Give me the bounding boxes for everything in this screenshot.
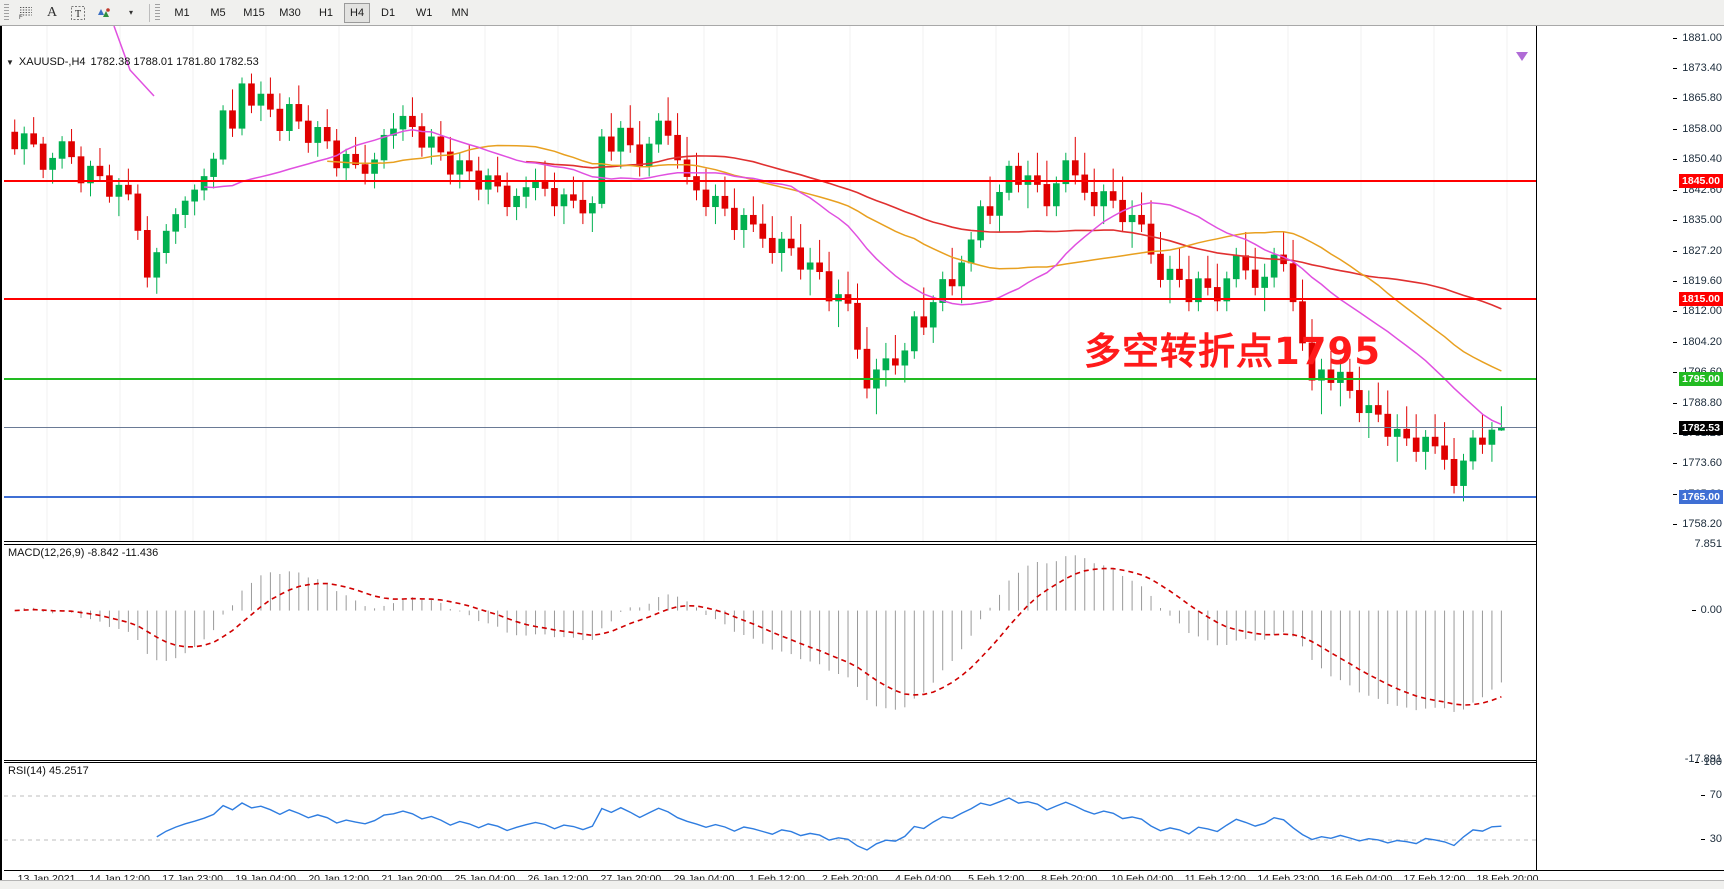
timeframe-m1[interactable]: M1 — [174, 6, 190, 19]
price-tick: 1881.00 — [1673, 32, 1722, 44]
symbol-ohlc: 1782.38 1788.01 1781.80 1782.53 — [90, 56, 259, 68]
rsi-tick: 30 — [1700, 833, 1722, 845]
symbol-header: ▼ XAUUSD-,H4 1782.38 1788.01 1781.80 178… — [6, 56, 259, 68]
symbol-name: XAUUSD-,H4 — [18, 56, 86, 68]
tick-dash — [1673, 37, 1678, 39]
chart-annotation: 多空转折点1795 — [1084, 330, 1381, 373]
macd-tick: -17.891 — [1684, 753, 1722, 765]
macd-tick: 7.851 — [1694, 538, 1722, 550]
timeframe-d1[interactable]: D1 — [381, 6, 396, 19]
price-tick: 1812.00 — [1673, 305, 1722, 317]
chart-top-marker — [1516, 52, 1528, 61]
tick-dash — [1673, 220, 1678, 222]
price-tick: 1865.80 — [1673, 92, 1722, 104]
timeframe-m15[interactable]: M15 — [243, 6, 265, 19]
tick-dash — [1691, 609, 1696, 611]
level-line-resistance-1815[interactable] — [4, 298, 1536, 301]
tick-dash — [1673, 342, 1678, 344]
tick-dash — [1673, 403, 1678, 405]
level-line-pivot-1795[interactable] — [4, 377, 1536, 380]
tick-dash — [1673, 372, 1678, 374]
macd-pane[interactable] — [4, 544, 1536, 761]
chart-frame[interactable]: ▼ XAUUSD-,H4 1782.38 1788.01 1781.80 178… — [0, 26, 1724, 889]
macd-plot — [14, 555, 1502, 712]
macd-label: MACD(12,26,9) -8.842 -11.436 — [8, 547, 159, 559]
price-tick: 1819.60 — [1673, 275, 1722, 287]
tick-dash — [1673, 98, 1678, 100]
rsi-plot — [4, 795, 1538, 851]
toolbar-grip[interactable] — [4, 3, 9, 22]
price-candles — [11, 26, 1508, 541]
tick-dash — [1673, 281, 1678, 283]
price-tick: 1835.00 — [1673, 214, 1722, 226]
rsi-pane[interactable] — [4, 762, 1538, 873]
tick-dash — [1673, 67, 1678, 69]
price-tick: 1758.20 — [1673, 518, 1722, 530]
timeframe-h1[interactable]: H1 — [318, 6, 334, 19]
price-tag-support-1765[interactable]: 1765.00 — [1679, 490, 1723, 505]
svg-text:T: T — [75, 9, 81, 20]
level-line-current-price[interactable] — [4, 426, 1536, 428]
toolbar[interactable]: F A T ▾ M1 M5 M15 M30 H1 H4 D1 W1 MN — [0, 0, 1724, 26]
level-line-resistance-1845[interactable] — [4, 179, 1536, 182]
timeframe-h4[interactable]: H4 — [344, 2, 371, 23]
level-line-support-1765[interactable] — [4, 496, 1536, 499]
price-tick: 1804.20 — [1673, 336, 1722, 348]
status-bar — [0, 880, 1724, 889]
timeframe-w1[interactable]: W1 — [415, 6, 433, 19]
price-tick: 1773.60 — [1673, 457, 1722, 469]
toolbar-divider — [149, 3, 150, 22]
price-tag-resistance-1845[interactable]: 1845.00 — [1679, 173, 1723, 188]
label-tool-icon[interactable]: T — [65, 2, 91, 24]
price-tag-resistance-1815[interactable]: 1815.00 — [1679, 292, 1723, 307]
price-pane[interactable]: 多空转折点1795 — [4, 26, 1536, 542]
price-axis[interactable]: 1881.00 1873.40 1865.80 1858.00 1850.40 1842.… — [1536, 26, 1724, 871]
tick-dash — [1673, 311, 1678, 313]
price-tick: 1827.20 — [1673, 245, 1722, 257]
rsi-tick: 70 — [1700, 789, 1722, 801]
tick-dash — [1694, 762, 1699, 763]
timeframe-mn[interactable]: MN — [451, 6, 469, 19]
price-tick: 1873.40 — [1673, 62, 1722, 74]
chevron-down-icon[interactable]: ▾ — [128, 8, 133, 17]
tick-dash — [1700, 839, 1705, 840]
tick-dash — [1673, 129, 1678, 130]
price-tag-pivot-1795[interactable]: 1795.00 — [1679, 371, 1723, 386]
tick-dash — [1700, 795, 1705, 796]
svg-text:F: F — [19, 15, 23, 19]
tick-dash — [1673, 159, 1678, 161]
price-tick: 1788.80 — [1673, 397, 1722, 409]
rsi-label: RSI(14) 45.2517 — [8, 765, 89, 777]
tick-dash — [1673, 524, 1678, 526]
timeframe-grip[interactable] — [155, 3, 160, 22]
objects-icon[interactable] — [91, 2, 117, 24]
tick-dash — [1673, 494, 1678, 496]
grid-icon[interactable]: F — [13, 2, 39, 24]
macd-tick: 0.00 — [1691, 604, 1722, 616]
collapse-icon[interactable]: ▼ — [6, 57, 14, 67]
tick-dash — [1673, 190, 1678, 191]
price-tick: 1850.40 — [1673, 153, 1722, 165]
price-tick: 1858.00 — [1673, 123, 1722, 135]
timeframe-m5[interactable]: M5 — [210, 6, 226, 19]
tick-dash — [1673, 433, 1678, 435]
text-tool-icon[interactable]: A — [46, 4, 58, 20]
rsi-tick: 100 — [1694, 756, 1722, 768]
tick-dash — [1673, 251, 1678, 252]
timeframe-m30[interactable]: M30 — [279, 6, 301, 19]
price-tag-current-price[interactable]: 1782.53 — [1679, 420, 1723, 435]
tick-dash — [1673, 463, 1678, 465]
